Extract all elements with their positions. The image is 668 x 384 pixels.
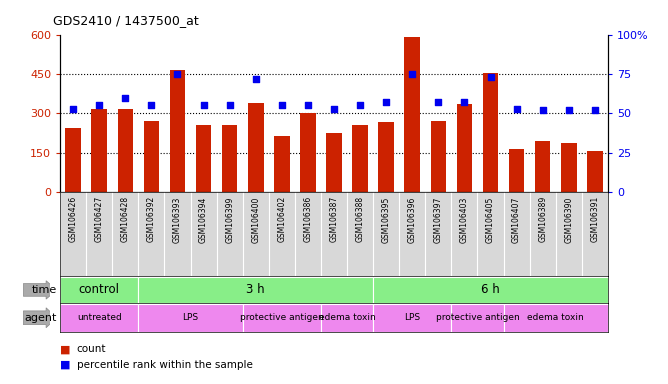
FancyArrow shape	[23, 308, 57, 328]
Text: ■: ■	[60, 360, 71, 370]
Text: GSM106400: GSM106400	[251, 196, 261, 243]
Bar	[504, 304, 608, 331]
Point	[68, 106, 79, 112]
Point	[433, 99, 444, 105]
Bar	[242, 304, 321, 331]
Bar	[404, 37, 420, 192]
Text: GSM106405: GSM106405	[486, 196, 495, 243]
Point	[589, 107, 600, 113]
Bar	[222, 125, 238, 192]
Bar	[509, 149, 524, 192]
Text: edema toxin: edema toxin	[319, 313, 375, 322]
Text: LPS: LPS	[404, 313, 420, 322]
Bar	[587, 151, 603, 192]
Text: percentile rank within the sample: percentile rank within the sample	[77, 360, 253, 370]
Bar	[138, 304, 242, 331]
Bar	[452, 304, 504, 331]
Point	[172, 71, 183, 77]
Text: ■: ■	[60, 344, 71, 354]
Bar	[483, 73, 498, 192]
Bar	[300, 113, 316, 192]
Text: protective antigen: protective antigen	[240, 313, 324, 322]
Point	[381, 99, 391, 105]
Text: GSM106399: GSM106399	[225, 196, 234, 243]
Text: GSM106389: GSM106389	[538, 196, 547, 242]
Bar	[60, 304, 138, 331]
Point	[146, 103, 157, 109]
Text: 3 h: 3 h	[246, 283, 265, 296]
Bar	[430, 121, 446, 192]
Text: protective antigen: protective antigen	[436, 313, 519, 322]
Text: GSM106396: GSM106396	[407, 196, 417, 243]
Text: control: control	[79, 283, 120, 296]
Text: GSM106392: GSM106392	[147, 196, 156, 242]
Point	[485, 74, 496, 80]
Text: GSM106388: GSM106388	[355, 196, 365, 242]
Bar	[60, 277, 138, 303]
Bar	[144, 121, 159, 192]
Point	[198, 103, 209, 109]
Bar	[321, 304, 373, 331]
Bar	[65, 128, 81, 192]
Text: count: count	[77, 344, 106, 354]
Text: GSM106395: GSM106395	[381, 196, 391, 243]
Point	[511, 106, 522, 112]
Bar	[457, 104, 472, 192]
Point	[224, 103, 235, 109]
Bar	[352, 125, 368, 192]
Text: GSM106386: GSM106386	[303, 196, 313, 242]
FancyArrow shape	[23, 281, 57, 299]
Text: GDS2410 / 1437500_at: GDS2410 / 1437500_at	[53, 14, 199, 27]
Point	[303, 103, 313, 109]
Text: GSM106403: GSM106403	[460, 196, 469, 243]
Text: GSM106390: GSM106390	[564, 196, 573, 243]
Bar	[196, 125, 211, 192]
Text: GSM106394: GSM106394	[199, 196, 208, 243]
Point	[277, 103, 287, 109]
Text: GSM106428: GSM106428	[121, 196, 130, 242]
Point	[537, 107, 548, 113]
Text: GSM106402: GSM106402	[277, 196, 287, 242]
Bar	[138, 277, 373, 303]
Text: GSM106387: GSM106387	[329, 196, 339, 242]
Bar	[170, 70, 185, 192]
Bar	[118, 109, 133, 192]
Text: 6 h: 6 h	[481, 283, 500, 296]
Text: time: time	[31, 285, 57, 295]
Text: edema toxin: edema toxin	[527, 313, 584, 322]
Bar	[561, 144, 576, 192]
Text: LPS: LPS	[182, 313, 198, 322]
Point	[94, 103, 105, 109]
Text: GSM106427: GSM106427	[95, 196, 104, 242]
Point	[355, 103, 365, 109]
Point	[250, 76, 261, 82]
Text: untreated: untreated	[77, 313, 122, 322]
Bar	[274, 136, 290, 192]
Text: GSM106391: GSM106391	[591, 196, 599, 242]
Bar	[373, 277, 608, 303]
Text: GSM106393: GSM106393	[173, 196, 182, 243]
Point	[563, 107, 574, 113]
Bar	[326, 133, 342, 192]
Bar	[373, 304, 452, 331]
Text: agent: agent	[25, 313, 57, 323]
Bar	[248, 103, 264, 192]
Text: GSM106426: GSM106426	[69, 196, 77, 242]
Point	[459, 99, 470, 105]
Bar	[535, 141, 550, 192]
Bar	[378, 122, 394, 192]
Point	[120, 94, 131, 101]
Text: GSM106397: GSM106397	[434, 196, 443, 243]
Text: GSM106407: GSM106407	[512, 196, 521, 243]
Point	[407, 71, 418, 77]
Bar	[92, 109, 107, 192]
Point	[329, 106, 339, 112]
